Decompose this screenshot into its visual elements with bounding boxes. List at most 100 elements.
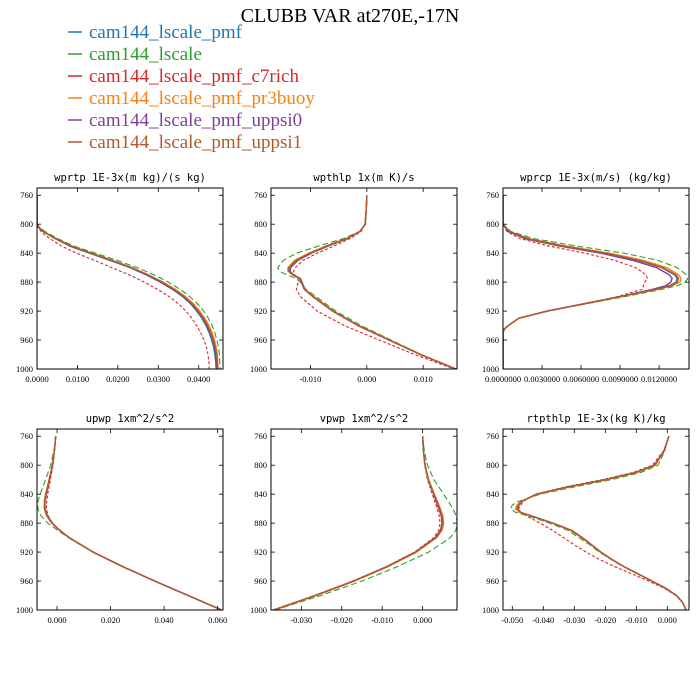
series-line (45, 436, 222, 610)
series-line (503, 195, 648, 369)
y-tick-label: 800 (20, 460, 33, 470)
series-line (273, 436, 443, 610)
y-tick-label: 960 (254, 576, 267, 586)
x-tick-label: 0.000 (413, 615, 432, 625)
x-tick-label: 0.020 (101, 615, 120, 625)
plot-frame (36, 187, 224, 370)
y-tick-label: 960 (486, 576, 499, 586)
x-tick-label: -0.020 (331, 615, 353, 625)
legend-label: cam144_lscale_pmf_uppsi0 (89, 110, 302, 131)
y-tick-label: 920 (486, 547, 499, 557)
x-tick-label: 0.000 (357, 374, 376, 384)
y-tick-label: 880 (486, 518, 499, 528)
chart-panel: upwp 1xm^2/s^2 760 800 840 880 920 960 1000 0.00… (16, 413, 227, 625)
legend-entry: cam144_lscale (68, 44, 202, 65)
plot-frame (270, 187, 458, 370)
y-tick-label: 1000 (16, 605, 33, 615)
y-tick-label: 880 (254, 277, 267, 287)
series-line (503, 195, 678, 369)
x-tick-label: 0.0000000 (485, 374, 521, 384)
series-line (273, 436, 444, 610)
y-tick-label: 1000 (250, 605, 267, 615)
legend-entry: cam144_lscale_pmf_uppsi1 (68, 132, 302, 153)
x-tick-label: 0.0120000 (641, 374, 677, 384)
y-tick-label: 760 (486, 190, 499, 200)
y-tick-label: 840 (254, 248, 267, 258)
series-line (510, 436, 687, 610)
series-line (503, 195, 682, 369)
series-line (503, 195, 673, 369)
x-tick-label: 0.0200 (106, 374, 129, 384)
panel-title: wpthlp 1x(m K)/s (313, 172, 414, 184)
chart-panels: wprtp 1E-3x(m kg)/(s kg) 760 800 840 880 920 9… (16, 172, 690, 625)
y-tick-label: 880 (486, 277, 499, 287)
panel-title: vpwp 1xm^2/s^2 (320, 413, 409, 425)
series-line (274, 436, 445, 610)
plot-frame (270, 428, 458, 611)
y-tick-label: 800 (486, 219, 499, 229)
x-tick-label: -0.040 (532, 615, 554, 625)
series-line (44, 436, 222, 610)
y-tick-label: 840 (486, 248, 499, 258)
plot-frame (36, 428, 224, 611)
series-group (37, 436, 222, 610)
series-line (37, 195, 219, 369)
plot-frame (502, 187, 690, 370)
series-group (503, 195, 689, 369)
series-line (503, 195, 680, 369)
series-line (37, 195, 221, 369)
legend: cam144_lscale_pmfcam144_lscalecam144_lsc… (68, 22, 315, 153)
x-tick-label: 0.0000 (25, 374, 48, 384)
y-tick-label: 760 (486, 431, 499, 441)
series-group (277, 195, 457, 369)
x-tick-label: -0.010 (299, 374, 321, 384)
y-tick-label: 800 (20, 219, 33, 229)
y-tick-label: 760 (20, 431, 33, 441)
y-tick-label: 880 (20, 518, 33, 528)
legend-label: cam144_lscale_pmf_c7rich (89, 66, 299, 87)
y-tick-label: 960 (486, 335, 499, 345)
chart-panel: rtpthlp 1E-3x(kg K)/kg 760 800 840 880 920 960… (482, 413, 690, 625)
y-tick-label: 1000 (250, 364, 267, 374)
series-line (503, 195, 689, 369)
plot-frame (502, 428, 690, 611)
x-tick-label: -0.050 (501, 615, 523, 625)
legend-label: cam144_lscale_pmf_uppsi1 (89, 132, 302, 153)
y-tick-label: 880 (20, 277, 33, 287)
y-tick-label: 920 (20, 306, 33, 316)
chart-panel: vpwp 1xm^2/s^2 760 800 840 880 920 960 1000 -0.0… (250, 413, 458, 625)
y-tick-label: 840 (254, 489, 267, 499)
series-line (288, 195, 457, 369)
y-tick-label: 960 (254, 335, 267, 345)
x-tick-label: 0.0400 (187, 374, 210, 384)
series-line (514, 436, 687, 610)
x-tick-label: 0.000 (48, 615, 67, 625)
y-tick-label: 960 (20, 576, 33, 586)
legend-entry: cam144_lscale_pmf_uppsi0 (68, 110, 302, 131)
series-line (37, 195, 219, 369)
y-tick-label: 920 (254, 306, 267, 316)
series-line (277, 195, 457, 369)
y-tick-label: 760 (254, 431, 267, 441)
y-tick-label: 760 (254, 190, 267, 200)
series-line (273, 436, 444, 610)
legend-label: cam144_lscale_pmf_pr3buoy (89, 88, 315, 109)
x-tick-label: -0.030 (563, 615, 585, 625)
y-tick-label: 960 (20, 335, 33, 345)
series-line (44, 436, 222, 610)
x-tick-label: 0.040 (155, 615, 174, 625)
y-tick-label: 1000 (16, 364, 33, 374)
x-tick-label: -0.010 (625, 615, 647, 625)
y-tick-label: 800 (254, 219, 267, 229)
x-tick-label: 0.0060000 (563, 374, 599, 384)
legend-label: cam144_lscale (89, 44, 202, 65)
series-line (516, 436, 687, 610)
series-line (287, 195, 457, 369)
series-line (516, 436, 687, 610)
y-tick-label: 840 (20, 489, 33, 499)
series-line (44, 436, 222, 610)
series-group (272, 436, 457, 610)
series-line (43, 436, 222, 610)
x-tick-label: 0.000 (658, 615, 677, 625)
